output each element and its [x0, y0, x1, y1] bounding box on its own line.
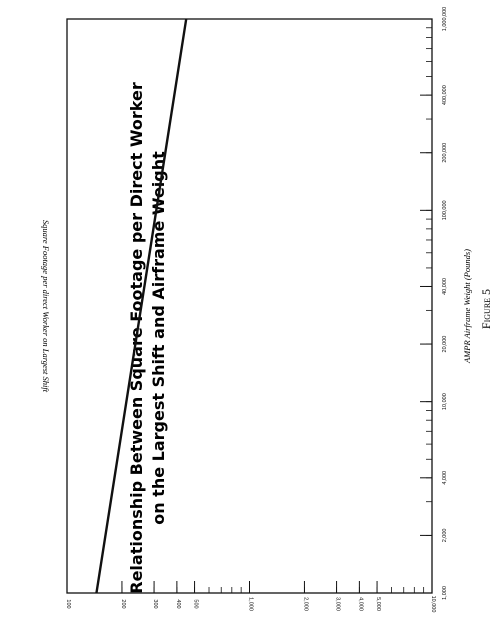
- y-tick-label: 4,000: [357, 597, 363, 611]
- x-tick-label: 200,000: [442, 143, 448, 163]
- x-tick-label: 100,000: [442, 200, 448, 220]
- data-series: [95, 18, 188, 594]
- x-tick-label: 4,000: [442, 471, 448, 485]
- y-tick-label: 100: [65, 599, 71, 608]
- y-tick-label: 5,000: [375, 597, 381, 611]
- y-tick-label: 400: [175, 599, 181, 608]
- y-tick-label: 2,000: [302, 597, 308, 611]
- y-axis-label: Square Footage per direct Worker on Larg…: [41, 220, 51, 393]
- x-tick-label: 400,000: [442, 85, 448, 105]
- x-tick-label: 20,000: [442, 336, 448, 353]
- chart-title-line-2: on the Largest Shift and Airframe Weight: [149, 151, 168, 525]
- y-tick-label: 200: [120, 599, 126, 608]
- x-tick-label: 1,000: [442, 586, 448, 600]
- x-axis-label: AMPR Airframe Weight (Pounds): [462, 249, 472, 364]
- axis-ticks: [66, 18, 433, 594]
- y-tick-label: 500: [193, 599, 199, 608]
- x-tick-label: 2,000: [442, 529, 448, 543]
- figure-caption: Figure 5: [479, 289, 493, 329]
- x-tick-label: 1,000,000: [442, 7, 448, 31]
- series-line: [95, 18, 188, 594]
- y-tick-label: 1,000: [248, 597, 254, 611]
- y-tick-label: 3,000: [335, 597, 341, 611]
- x-tick-label: 10,000: [442, 393, 448, 410]
- x-tick-label: 40,000: [442, 278, 448, 295]
- y-tick-label: 300: [152, 599, 158, 608]
- plot-frame: [66, 18, 433, 594]
- y-tick-label: 10,000: [430, 596, 436, 613]
- axis-tick-labels: 1,000 2,000 4,000 10,000 20,000 40,000 100,000…: [65, 7, 448, 613]
- chart-title: Relationship Between Square Footage per …: [127, 82, 168, 594]
